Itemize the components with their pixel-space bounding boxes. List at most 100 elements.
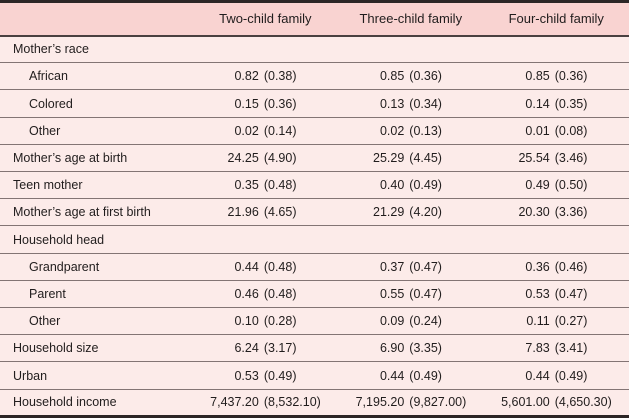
sd-value: (0.36) xyxy=(554,69,588,84)
column-header-empty xyxy=(0,1,193,37)
value-cell: 0.55 (0.47) xyxy=(338,280,484,309)
value-cell: 0.46 (0.48) xyxy=(192,280,339,309)
value-cell xyxy=(338,225,484,254)
mean-value: 7,195.20 xyxy=(355,395,405,410)
row-label: Household size xyxy=(0,334,193,363)
value-cell: 0.02 (0.13) xyxy=(338,117,484,145)
mean-value: 0.82 xyxy=(234,69,259,84)
sd-value: (3.41) xyxy=(554,341,588,356)
value-cell: 5,601.00 (4,650.30) xyxy=(484,389,629,416)
mean-value: 7.83 xyxy=(525,341,550,356)
sd-value: (0.35) xyxy=(554,96,588,111)
value-cell: 0.02 (0.14) xyxy=(192,117,339,145)
value-cell: 0.53 (0.49) xyxy=(192,361,339,390)
row-label: Urban xyxy=(0,361,193,390)
row-label: Household head xyxy=(0,225,193,254)
mean-value: 0.44 xyxy=(379,368,405,383)
mean-value: 6.90 xyxy=(379,341,405,356)
mean-value: 6.24 xyxy=(234,341,259,356)
mean-value: 0.44 xyxy=(525,368,550,383)
value-cell xyxy=(192,35,339,64)
value-cell: 0.44 (0.49) xyxy=(483,361,629,390)
sd-value: (3.46) xyxy=(554,150,588,165)
mean-value: 0.02 xyxy=(379,123,405,138)
mean-value: 0.14 xyxy=(525,96,550,111)
value-cell: 0.53 (0.47) xyxy=(483,280,629,309)
mean-value: 0.53 xyxy=(525,286,550,301)
row-label: Teen mother xyxy=(0,171,193,200)
mean-value: 0.36 xyxy=(525,259,550,274)
table-row-colored: Colored 0.15 (0.36) 0.13 (0.34) 0.14 (0.35) xyxy=(0,89,629,118)
value-cell: 0.82 (0.38) xyxy=(192,62,339,91)
value-cell: 0.11 (0.27) xyxy=(483,307,629,336)
value-cell: 6.24 (3.17) xyxy=(192,334,339,363)
table-row-section-mothers-race: Mother’s race xyxy=(0,35,629,64)
sd-value: (0.49) xyxy=(554,368,588,383)
value-cell: 0.01 (0.08) xyxy=(483,117,629,145)
row-label: Household income xyxy=(13,395,117,410)
row-label: Other xyxy=(0,117,193,145)
value-cell: 20.30 (3.36) xyxy=(483,198,629,227)
mean-value: 0.15 xyxy=(234,96,259,111)
table-row-mothers-age-at-birth: Mother’s age at birth 24.25 (4.90) 25.29 (… xyxy=(0,144,629,173)
mean-value: 21.29 xyxy=(373,205,405,220)
value-cell: 0.36 (0.46) xyxy=(483,253,629,281)
row-label: Mother’s race xyxy=(0,35,193,64)
value-cell: 6.90 (3.35) xyxy=(338,334,484,363)
value-cell: 24.25 (4.90) xyxy=(192,144,339,173)
sd-value: (0.48) xyxy=(263,259,297,274)
sd-value: (0.47) xyxy=(554,286,588,301)
sd-value: (0.13) xyxy=(409,123,442,138)
table-row-teen-mother: Teen mother 0.35 (0.48) 0.40 (0.49) 0.49 (0… xyxy=(0,171,629,200)
mean-value: 0.37 xyxy=(379,259,405,274)
mean-value: 25.29 xyxy=(373,150,405,165)
value-cell: 21.29 (4.20) xyxy=(338,198,484,227)
sd-value: (8,532.10) xyxy=(263,395,321,410)
sd-value: (4.90) xyxy=(263,150,297,165)
value-cell xyxy=(192,225,339,254)
sd-value: (0.47) xyxy=(409,286,442,301)
mean-value: 0.44 xyxy=(234,259,259,274)
value-cell: 0.85 (0.36) xyxy=(483,62,629,91)
mean-value: 0.10 xyxy=(234,314,259,329)
value-cell: 21.96 (4.65) xyxy=(192,198,339,227)
sd-value: (0.48) xyxy=(263,286,297,301)
sd-value: (0.08) xyxy=(554,123,588,138)
mean-value: 0.55 xyxy=(379,286,405,301)
sd-value: (0.24) xyxy=(409,314,442,329)
table-row-grandparent: Grandparent 0.44 (0.48) 0.37 (0.47) 0.36 (0… xyxy=(0,253,629,281)
value-cell: 0.37 (0.47) xyxy=(338,253,484,281)
column-header-two-child: Two-child family xyxy=(192,1,339,37)
table-row-other-race: Other 0.02 (0.14) 0.02 (0.13) 0.01 (0.08) xyxy=(0,117,629,145)
table-row-household-size: Household size 6.24 (3.17) 6.90 (3.35) 7.8… xyxy=(0,334,629,363)
row-label: Colored xyxy=(0,89,193,118)
value-cell: 0.44 (0.49) xyxy=(338,361,484,390)
mean-value: 0.85 xyxy=(525,69,550,84)
sd-value: (3.36) xyxy=(554,205,588,220)
sd-value: (0.49) xyxy=(263,368,297,383)
table-row-african: African 0.82 (0.38) 0.85 (0.36) 0.85 (0.36) xyxy=(0,62,629,91)
value-cell: 7,195.20 (9,827.00) xyxy=(338,389,483,416)
sd-value: (4.20) xyxy=(409,205,442,220)
sd-value: (0.34) xyxy=(409,96,442,111)
sd-value: (0.27) xyxy=(554,314,588,329)
mean-value: 0.11 xyxy=(526,314,550,329)
mean-value: 0.13 xyxy=(379,96,405,111)
sd-value: (0.47) xyxy=(409,259,442,274)
sd-value: (0.36) xyxy=(263,96,297,111)
sd-value: (4.45) xyxy=(409,150,442,165)
mean-value: 0.40 xyxy=(379,178,405,193)
value-cell: 25.54 (3.46) xyxy=(483,144,629,173)
value-cell: 7,437.20 (8,532.10) xyxy=(193,389,338,416)
value-cell: 0.15 (0.36) xyxy=(192,89,339,118)
value-cell: 0.49 (0.50) xyxy=(483,171,629,200)
value-cell: 0.35 (0.48) xyxy=(192,171,339,200)
mean-value: 7,437.20 xyxy=(210,395,259,410)
row-label: Mother’s age at first birth xyxy=(0,198,193,227)
value-cell xyxy=(483,225,629,254)
table-header-row: Two-child family Three-child family Four… xyxy=(0,1,629,37)
sd-value: (0.49) xyxy=(409,178,442,193)
row-label: Mother’s age at birth xyxy=(0,144,193,173)
